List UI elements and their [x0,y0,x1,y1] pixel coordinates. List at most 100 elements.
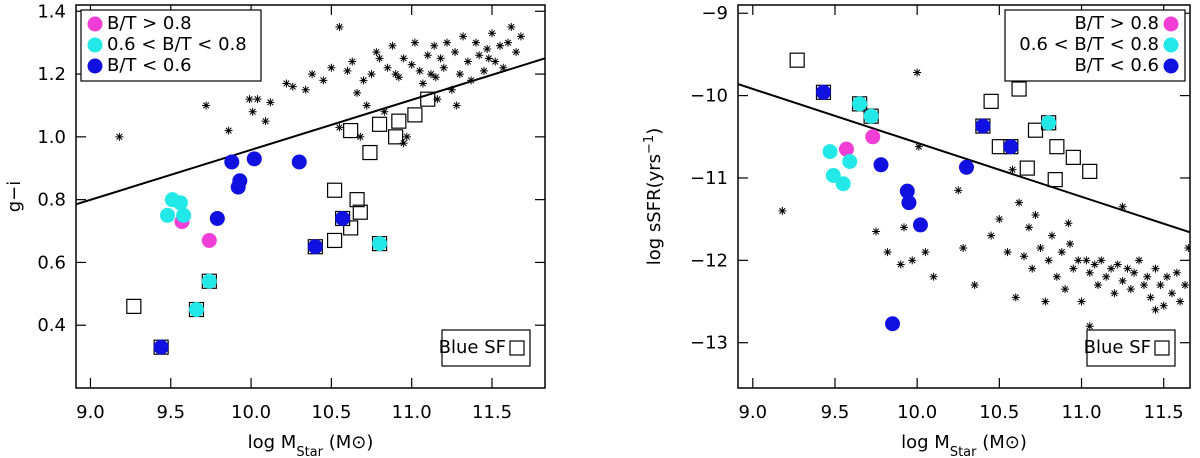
asterisk-point [253,95,262,104]
asterisk-point [372,48,381,57]
y-axis-label: log sSFR(yrs−1) [642,128,666,265]
asterisk-point [459,32,468,41]
asterisk-point [921,248,930,257]
asterisk-point [391,70,400,79]
asterisk-point [475,51,484,60]
circle-point [901,195,917,211]
asterisk-point [348,57,357,66]
asterisk-point [778,206,787,215]
asterisk-point [224,126,233,135]
circle-point [1003,139,1019,155]
square-point [420,91,436,107]
legend-marker [87,58,103,74]
circle-point [822,144,838,160]
asterisk-point [362,101,371,110]
asterisk-point [484,54,493,63]
legend-marker [1163,58,1179,74]
square-point [349,192,365,208]
legend-label: B/T > 0.8 [1074,13,1159,34]
asterisk-point [1102,272,1111,281]
circle-point [172,195,188,211]
plot-area [76,22,545,355]
asterisk-point [375,54,384,63]
y-tick-label: 1.4 [37,1,66,22]
asterisk-point [1015,198,1024,207]
x-tick-label: 11.5 [472,402,512,423]
asterisk-point [245,95,254,104]
asterisk-point [471,38,480,47]
square-point [1065,149,1081,165]
asterisk-point [487,29,496,38]
asterisk-point [261,117,270,126]
asterisk-point [1176,297,1185,306]
asterisk-point [356,132,365,141]
asterisk-point [491,57,500,66]
asterisk-point [407,60,416,69]
x-axis-label-part: Star [950,445,977,458]
asterisk-point [929,272,938,281]
asterisk-point [455,70,464,79]
asterisk-point [1044,256,1053,265]
asterisk-point [1093,281,1102,290]
square-point [1049,139,1065,155]
legend-marker [87,37,103,53]
square-point [343,220,359,236]
x-tick-label: 11.5 [1144,402,1184,423]
x-tick-label: 9.5 [156,402,185,423]
asterisk-point [516,32,525,41]
asterisk-point [1064,219,1073,228]
y-tick-label: 0.4 [37,315,66,336]
asterisk-point [319,76,328,85]
asterisk-point [380,107,389,116]
asterisk-point [872,227,881,236]
asterisk-point [1139,281,1148,290]
square-point [1082,163,1098,179]
circle-point [865,129,881,145]
asterisk-point [1077,297,1086,306]
asterisk-point [266,98,275,107]
legend-marker [1163,16,1179,32]
y-tick-label: −13 [690,333,728,354]
square-point [1011,81,1027,97]
asterisk-point [1074,256,1083,265]
asterisk-point [1028,264,1037,273]
asterisk-point [436,54,445,63]
asterisk-point [1069,264,1078,273]
asterisk-point [1085,322,1094,331]
asterisk-point [913,68,922,77]
legend-label: B/T < 0.6 [1074,55,1159,76]
asterisk-point [1110,289,1119,298]
asterisk-point [1066,239,1075,248]
square-point [1027,122,1044,138]
fit-line [76,57,545,206]
asterisk-point [1146,293,1155,302]
circle-point [160,207,176,223]
legend-label: 0.6 < B/T < 0.8 [107,34,247,55]
asterisk-point [1172,268,1181,277]
asterisk-point [433,95,442,104]
legend-box [80,9,262,82]
legend-marker [1154,340,1170,356]
asterisk-point [415,66,424,75]
asterisk-point [1184,243,1190,252]
fit-line [738,83,1190,234]
circle-point [188,302,204,318]
asterisk-point [1097,256,1106,265]
asterisk-point [288,82,297,91]
y-tick-label: 1.0 [37,127,66,148]
legend-label: B/T > 0.8 [107,13,192,34]
circle-point [291,154,307,170]
square-point [1019,160,1035,176]
asterisk-point [1181,281,1190,290]
asterisk-point [443,38,452,47]
plot-area [738,52,1190,332]
y-tick-label: 1.2 [37,64,66,85]
asterisk-point [399,139,408,148]
circle-point [835,176,851,192]
circle-point [873,157,889,173]
circle-point [815,84,831,100]
x-tick-label: 9.5 [821,402,850,423]
asterisk-point [1024,223,1033,232]
asterisk-point [301,85,310,94]
circle-point [372,236,388,252]
